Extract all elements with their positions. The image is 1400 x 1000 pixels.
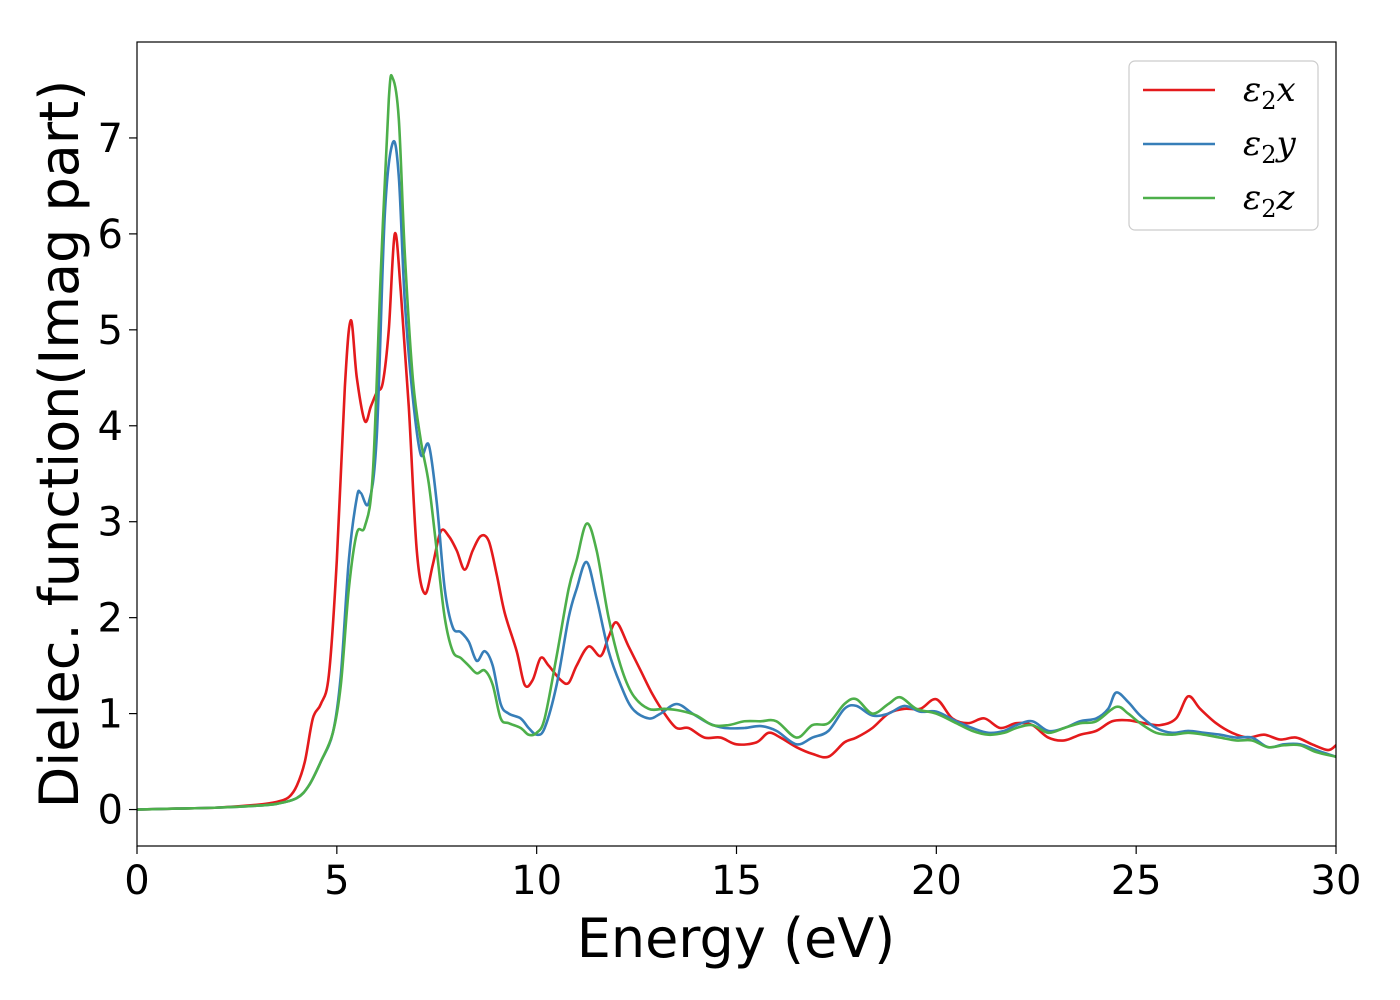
x-tick-label: 0 [124, 858, 149, 904]
series-layer [137, 73, 1336, 811]
legend-box [1128, 60, 1319, 231]
x-axis: 0 5 10 15 20 25 30 [124, 846, 1361, 904]
legend-label-x: ε2x [1243, 70, 1296, 115]
y-tick-label: 4 [98, 404, 123, 450]
y-tick-label: 0 [98, 788, 123, 834]
x-tick-label: 5 [324, 858, 349, 904]
legend: ε2x ε2y ε2z [1128, 60, 1319, 231]
y-tick-label: 1 [98, 692, 123, 738]
y-axis-title: Dielec. function(Imag part) [28, 80, 91, 809]
y-tick-label: 2 [98, 596, 123, 642]
x-tick-label: 20 [911, 858, 962, 904]
series-line-y [137, 139, 1336, 811]
legend-label-y: ε2y [1243, 124, 1297, 169]
y-tick-label: 6 [98, 212, 123, 258]
x-tick-label: 15 [711, 858, 762, 904]
series-line-z [137, 73, 1336, 811]
series-line-x [137, 231, 1336, 811]
x-tick-label: 25 [1111, 858, 1162, 904]
y-tick-label: 3 [98, 500, 123, 546]
x-tick-label: 30 [1311, 858, 1362, 904]
x-axis-title: Energy (eV) [577, 907, 896, 970]
y-tick-label: 5 [98, 308, 123, 354]
x-tick-label: 10 [511, 858, 562, 904]
y-axis: 0 1 2 3 4 5 6 7 [98, 116, 137, 834]
legend-label-z: ε2z [1243, 178, 1296, 223]
y-tick-label: 7 [98, 116, 123, 162]
